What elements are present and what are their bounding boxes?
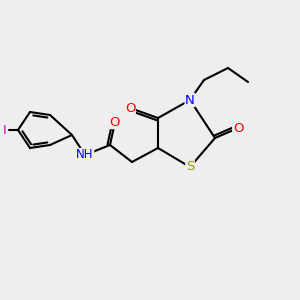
Text: O: O [125, 101, 135, 115]
Text: O: O [233, 122, 243, 134]
Text: O: O [110, 116, 120, 128]
Text: I: I [3, 124, 7, 136]
Text: N: N [185, 94, 195, 106]
Text: S: S [186, 160, 194, 173]
Text: NH: NH [76, 148, 94, 161]
